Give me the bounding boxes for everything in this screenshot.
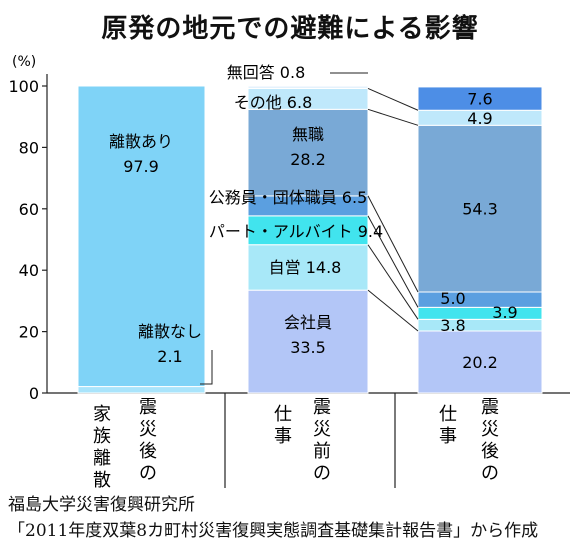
source-line-1: 福島大学災害復興研究所 bbox=[8, 495, 195, 515]
data-label: 3.9 bbox=[492, 303, 517, 322]
category-label-char: 震 bbox=[481, 397, 499, 418]
y-tick-label: 0 bbox=[29, 384, 39, 403]
data-label: 2.1 bbox=[157, 347, 182, 366]
data-label: 54.3 bbox=[462, 200, 498, 219]
category-label-char: 震 bbox=[139, 397, 157, 418]
leader-line bbox=[200, 350, 213, 385]
category-label-char: 散 bbox=[93, 470, 111, 490]
segment-label: 無回答 0.8 bbox=[227, 63, 306, 82]
bar-segment bbox=[77, 386, 206, 394]
category-label-char: の bbox=[313, 463, 331, 484]
bar-segment bbox=[247, 215, 369, 246]
category-label-char: 災 bbox=[313, 419, 331, 440]
category-label-char: 仕 bbox=[439, 404, 457, 425]
category-label-char: 仕 bbox=[274, 404, 292, 425]
connector-line bbox=[367, 215, 419, 308]
y-unit-label: (%) bbox=[12, 54, 36, 70]
category-label-char: 離 bbox=[93, 448, 111, 469]
data-label: 7.6 bbox=[467, 90, 492, 109]
connector-line bbox=[367, 195, 419, 293]
bar-segment bbox=[417, 330, 543, 394]
category-label-char: 震 bbox=[313, 397, 331, 418]
bar-segment bbox=[247, 244, 369, 291]
data-label: 28.2 bbox=[290, 150, 326, 169]
bar-segment bbox=[417, 318, 543, 332]
connector-line bbox=[367, 87, 419, 111]
segment-label: 会社員 bbox=[284, 313, 332, 332]
category-label-char: 事 bbox=[439, 426, 457, 447]
connector-line bbox=[367, 244, 419, 320]
segment-label: その他 6.8 bbox=[234, 93, 313, 112]
segment-label: 離散なし bbox=[138, 322, 202, 341]
category-label-char: 後 bbox=[139, 441, 157, 462]
bar-segment bbox=[247, 85, 369, 89]
segment-label: 自営 14.8 bbox=[269, 258, 342, 277]
data-label: 5.0 bbox=[440, 289, 465, 308]
chart-title: 原発の地元での避難による影響 bbox=[101, 14, 479, 44]
bar-segment bbox=[247, 289, 369, 394]
category-label-char: 前 bbox=[313, 441, 331, 462]
connector-line bbox=[367, 289, 419, 332]
bar-segment bbox=[417, 291, 543, 308]
y-tick-label: 40 bbox=[19, 261, 39, 280]
connector-line bbox=[367, 108, 419, 126]
bar-segment bbox=[247, 108, 369, 197]
y-tick-label: 100 bbox=[8, 77, 39, 96]
category-label-char: 災 bbox=[481, 419, 499, 440]
segment-label: 公務員・団体職員 6.5 bbox=[209, 188, 368, 207]
category-label-char: 家 bbox=[93, 404, 111, 425]
data-label: 20.2 bbox=[462, 353, 498, 372]
y-tick-label: 20 bbox=[19, 323, 39, 342]
data-label: 33.5 bbox=[290, 338, 326, 357]
category-label-char: の bbox=[139, 463, 157, 484]
category-label-char: 災 bbox=[139, 419, 157, 440]
bar-segment bbox=[417, 124, 543, 293]
segment-label: 離散あり bbox=[109, 132, 173, 151]
bar-segment bbox=[417, 306, 543, 320]
stacked-bar-plot: (%) 0 20 40 60 80 100 離散あり 97.9 離散なし 2.1 会社員 33.5 自営 … bbox=[8, 54, 570, 490]
data-label: 4.9 bbox=[467, 109, 492, 128]
source-line-2: 「2011年度双葉8カ町村災害復興実態調査基礎集計報告書」から作成 bbox=[8, 521, 539, 541]
y-tick-label: 60 bbox=[19, 200, 39, 219]
segment-label: 無職 bbox=[292, 125, 324, 144]
bar-segment bbox=[417, 86, 543, 111]
category-label-char: の bbox=[481, 463, 499, 484]
y-tick-label: 80 bbox=[19, 138, 39, 157]
segment-label: パート・アルバイト 9.4 bbox=[209, 222, 383, 241]
bar-segment bbox=[77, 85, 206, 388]
category-label-char: 後 bbox=[481, 441, 499, 462]
data-label: 3.8 bbox=[440, 316, 465, 335]
category-label-char: 族 bbox=[93, 426, 111, 447]
category-label-char: 事 bbox=[274, 426, 292, 447]
data-label: 97.9 bbox=[123, 157, 159, 176]
